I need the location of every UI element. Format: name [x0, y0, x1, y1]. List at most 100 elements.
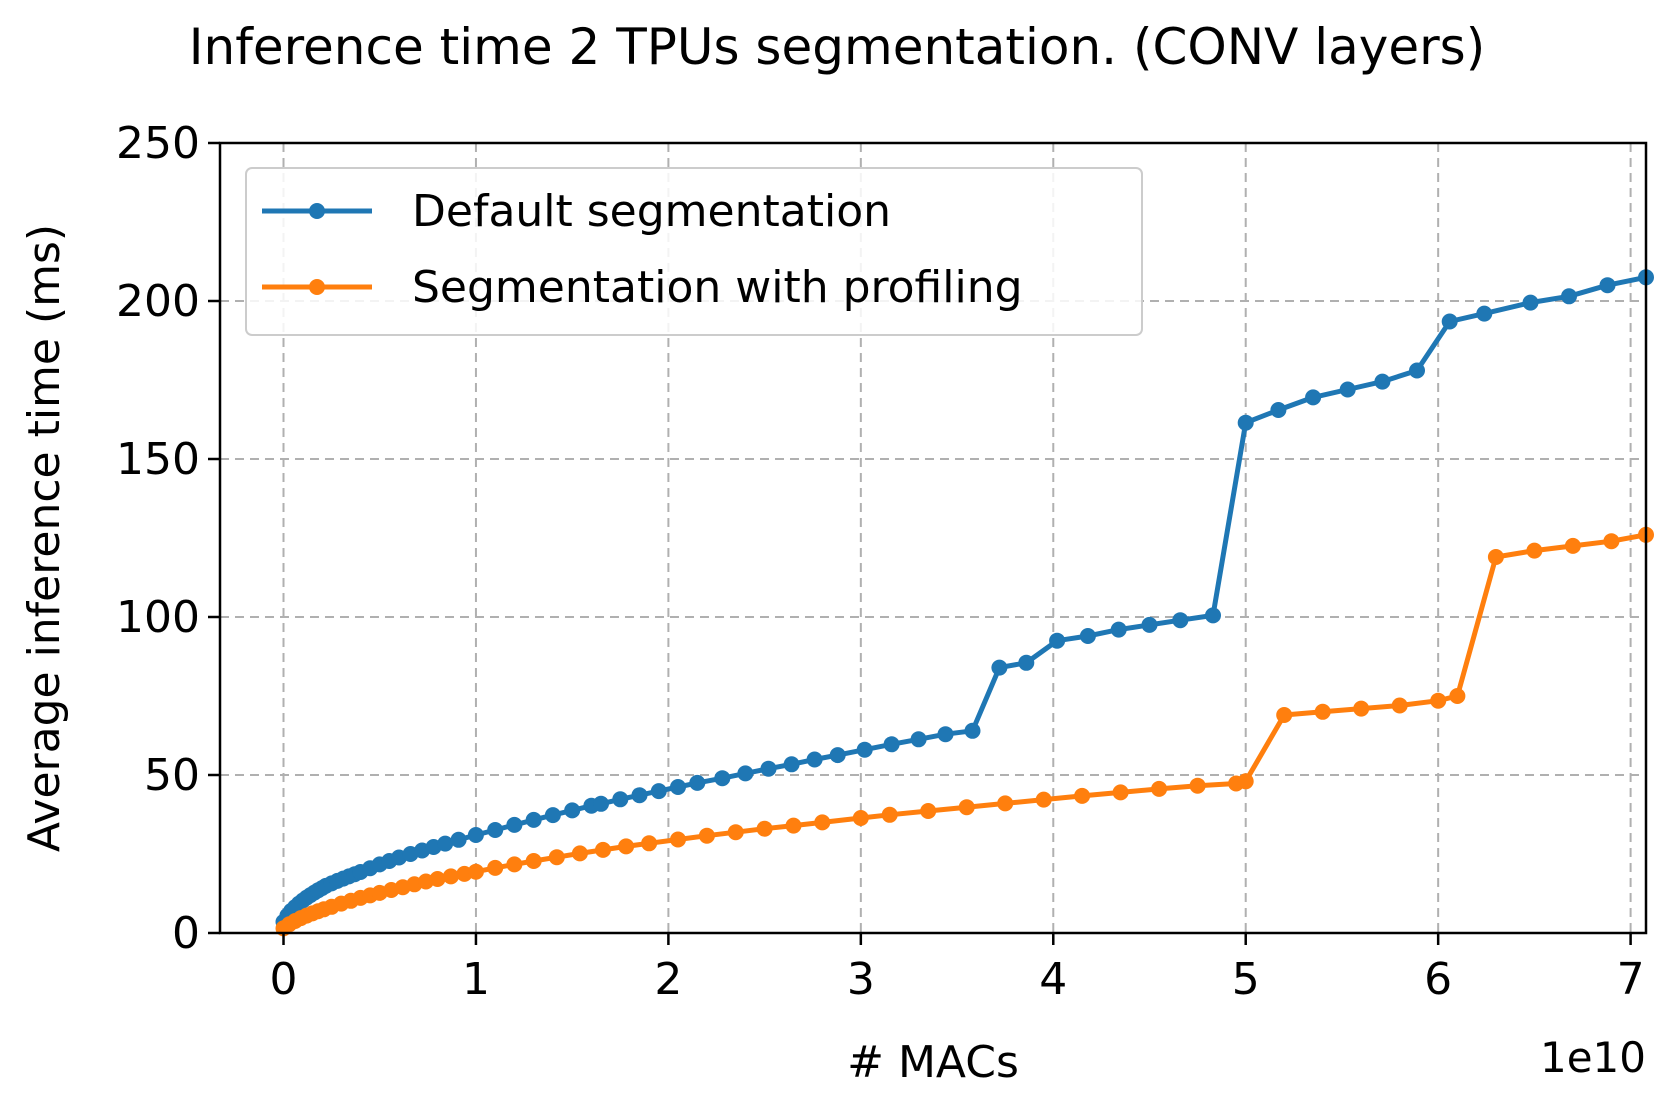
data-point — [1237, 773, 1254, 790]
y-tick-label: 200 — [116, 276, 200, 327]
series-0 — [275, 269, 1654, 930]
data-point — [437, 835, 454, 852]
series-1 — [275, 526, 1654, 937]
legend-marker-profiling — [309, 279, 325, 295]
x-axis-offset-label: 1e10 — [1540, 1033, 1646, 1082]
x-tick-label: 3 — [847, 954, 875, 1005]
legend: Default segmentation Segmentation with p… — [245, 167, 1143, 336]
data-point — [1237, 414, 1254, 431]
data-point — [881, 806, 898, 823]
data-point — [1476, 305, 1493, 322]
data-point — [698, 827, 715, 844]
chart-title: Inference time 2 TPUs segmentation. (CON… — [189, 18, 1485, 76]
data-point — [1353, 700, 1370, 717]
data-point — [1276, 707, 1293, 723]
data-point — [883, 736, 900, 753]
x-axis-ticks: 0 1 2 3 4 5 6 7 — [270, 933, 1645, 1005]
legend-label-default: Default segmentation — [412, 186, 891, 237]
data-point — [783, 756, 800, 773]
data-point — [487, 822, 504, 838]
data-point — [785, 817, 802, 834]
data-point — [571, 845, 588, 862]
data-point — [856, 741, 873, 758]
y-tick-label: 0 — [172, 908, 200, 959]
x-tick-label: 1 — [462, 954, 490, 1005]
data-point — [1205, 607, 1221, 624]
data-point — [1526, 542, 1543, 559]
data-point — [525, 811, 542, 828]
data-point — [1564, 537, 1581, 554]
data-point — [1603, 533, 1620, 550]
data-point — [1270, 402, 1287, 418]
data-point — [760, 760, 777, 777]
data-point — [806, 751, 823, 768]
legend-box — [245, 167, 1143, 336]
y-tick-label: 150 — [116, 434, 200, 485]
data-point — [689, 774, 706, 791]
data-point — [429, 871, 446, 887]
data-point — [1314, 703, 1331, 720]
x-tick-label: 7 — [1617, 954, 1645, 1005]
series-line — [281, 274, 1647, 924]
data-point — [631, 787, 648, 804]
data-point — [525, 853, 542, 869]
data-point — [593, 795, 609, 812]
data-point — [1561, 288, 1577, 305]
data-point — [1305, 389, 1322, 406]
data-point — [997, 795, 1014, 812]
data-point — [920, 803, 937, 819]
legend-marker-default — [309, 203, 325, 219]
data-point — [737, 765, 754, 782]
data-point — [450, 831, 467, 848]
y-tick-label: 50 — [144, 750, 200, 801]
data-point — [1079, 628, 1096, 644]
data-point — [1430, 692, 1447, 709]
data-point — [670, 779, 686, 795]
data-point — [595, 841, 611, 858]
x-tick-label: 5 — [1232, 954, 1260, 1005]
data-point — [467, 863, 484, 880]
data-point — [1449, 688, 1466, 704]
x-tick-label: 4 — [1039, 954, 1067, 1005]
data-point — [544, 807, 561, 824]
data-point — [727, 824, 744, 841]
data-point — [1112, 784, 1129, 801]
data-point — [991, 659, 1008, 676]
data-point — [467, 827, 484, 843]
data-point — [714, 770, 731, 787]
data-point — [1374, 373, 1391, 390]
y-tick-label: 100 — [116, 592, 200, 643]
data-point — [1141, 616, 1158, 633]
data-point — [1035, 791, 1052, 808]
data-point — [641, 835, 658, 852]
data-point — [506, 816, 523, 833]
data-point — [612, 791, 629, 808]
data-point — [814, 814, 831, 831]
data-point — [1487, 549, 1504, 565]
data-point — [937, 726, 954, 743]
data-point — [618, 838, 635, 855]
data-point — [1339, 381, 1356, 398]
data-point — [756, 820, 773, 837]
data-point — [506, 856, 523, 873]
data-point — [829, 747, 846, 764]
y-axis-label: Average inference time (ms) — [19, 224, 70, 852]
data-point — [442, 868, 459, 885]
data-point — [487, 859, 504, 876]
data-point — [650, 783, 667, 800]
legend-label-profiling: Segmentation with profiling — [412, 262, 1023, 313]
data-point — [1599, 277, 1616, 294]
x-tick-label: 0 — [270, 954, 298, 1005]
data-point — [564, 802, 581, 819]
x-tick-label: 2 — [654, 954, 682, 1005]
data-point — [1441, 313, 1458, 330]
data-point — [1049, 632, 1066, 649]
y-axis-ticks: 0 50 100 150 200 250 — [116, 118, 220, 959]
data-point — [548, 849, 565, 866]
data-point — [1189, 777, 1206, 794]
x-tick-label: 6 — [1424, 954, 1452, 1005]
data-point — [1391, 697, 1408, 714]
data-point — [1018, 654, 1035, 671]
data-point — [1522, 294, 1539, 311]
